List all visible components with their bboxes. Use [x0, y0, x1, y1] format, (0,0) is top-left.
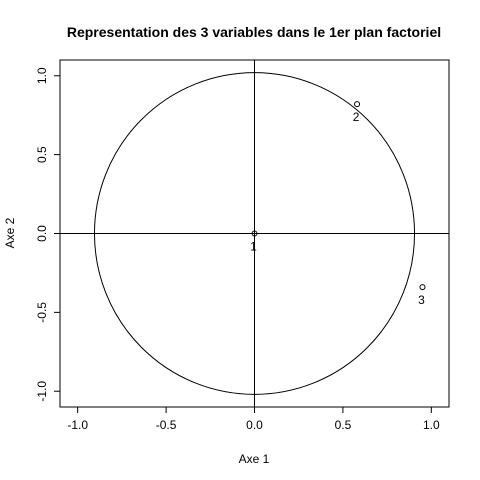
point-label: 1: [250, 240, 257, 254]
y-axis: -1.0 -0.5 0.0 0.5 1.0: [35, 67, 60, 402]
chart-title: Representation des 3 variables dans le 1…: [67, 24, 441, 40]
y-tick-label: -0.5: [35, 302, 49, 323]
x-tick-label: -1.0: [67, 418, 88, 432]
x-tick-label: 0.5: [335, 418, 352, 432]
data-point: [419, 284, 426, 291]
x-tick-label: 1.0: [423, 418, 440, 432]
y-tick-label: 0.0: [35, 225, 49, 242]
point-label: 2: [353, 110, 360, 124]
points: 1 2 3: [250, 101, 426, 307]
x-axis: -1.0 -0.5 0.0 0.5 1.0: [67, 407, 440, 432]
y-tick-label: -1.0: [35, 381, 49, 402]
y-tick-label: 0.5: [35, 146, 49, 163]
x-axis-label: Axe 1: [239, 452, 270, 466]
data-point: [251, 230, 258, 237]
y-tick-label: 1.0: [35, 67, 49, 84]
data-point: [354, 101, 361, 108]
x-tick-label: 0.0: [246, 418, 263, 432]
y-axis-label: Axe 2: [3, 217, 17, 248]
x-tick-label: -0.5: [156, 418, 177, 432]
point-label: 3: [418, 293, 425, 307]
